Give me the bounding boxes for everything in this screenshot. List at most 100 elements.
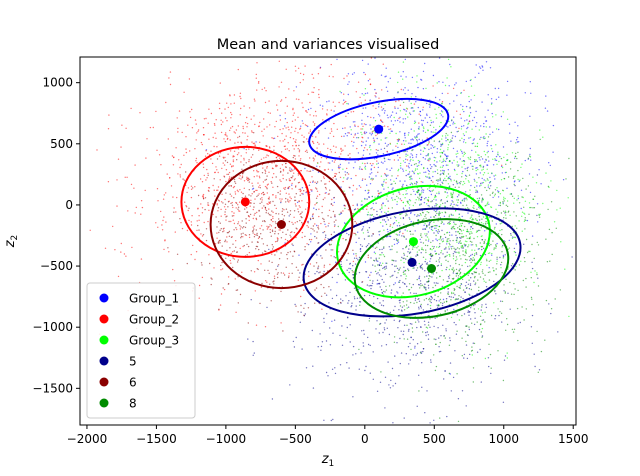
scatter-point — [369, 183, 372, 185]
scatter-point — [381, 207, 383, 210]
scatter-point — [518, 202, 521, 204]
scatter-point — [485, 159, 487, 161]
scatter-point — [483, 240, 485, 243]
scatter-point — [513, 211, 515, 213]
scatter-point — [309, 130, 312, 133]
scatter-point — [287, 198, 289, 201]
scatter-point — [464, 240, 467, 242]
scatter-point — [364, 189, 367, 192]
scatter-point — [458, 194, 460, 196]
scatter-point — [396, 242, 398, 245]
scatter-point — [389, 132, 391, 134]
scatter-point — [385, 175, 388, 177]
scatter-point — [421, 266, 423, 269]
scatter-point — [449, 103, 451, 105]
scatter-point — [485, 220, 487, 223]
scatter-point — [439, 341, 441, 344]
scatter-point — [398, 281, 401, 283]
scatter-point — [216, 189, 218, 191]
scatter-point — [380, 289, 383, 291]
scatter-point — [412, 221, 415, 223]
scatter-point — [378, 231, 380, 233]
scatter-point — [335, 261, 337, 263]
legend-label: 6 — [129, 376, 137, 390]
scatter-point — [185, 151, 188, 154]
scatter-point — [376, 260, 378, 262]
scatter-point — [424, 324, 426, 326]
scatter-point — [407, 134, 410, 136]
scatter-point — [367, 343, 370, 346]
scatter-points-1 — [205, 57, 565, 375]
scatter-point — [108, 114, 110, 116]
scatter-point — [452, 270, 455, 273]
scatter-point — [439, 257, 441, 259]
scatter-point — [367, 336, 369, 339]
scatter-point — [390, 114, 393, 117]
scatter-point — [338, 213, 340, 216]
scatter-point — [432, 286, 434, 289]
scatter-point — [425, 258, 427, 260]
mean-layer — [240, 124, 437, 274]
scatter-point — [421, 263, 423, 265]
scatter-point — [270, 235, 272, 237]
scatter-point — [471, 349, 474, 352]
scatter-point — [464, 197, 466, 199]
scatter-point — [230, 195, 233, 197]
scatter-point — [448, 277, 450, 279]
scatter-point — [230, 127, 232, 129]
scatter-point — [530, 277, 532, 279]
scatter-point — [419, 172, 421, 174]
scatter-point — [222, 202, 224, 204]
scatter-point — [364, 92, 367, 95]
scatter-point — [321, 308, 323, 310]
scatter-point — [394, 282, 396, 284]
scatter-point — [293, 210, 296, 212]
scatter-point — [200, 262, 203, 264]
scatter-point — [473, 271, 475, 273]
scatter-point — [540, 183, 542, 185]
scatter-point — [438, 212, 440, 214]
scatter-point — [515, 254, 517, 256]
scatter-point — [550, 180, 552, 182]
scatter-point — [503, 196, 505, 198]
scatter-point — [380, 275, 382, 277]
scatter-point — [396, 154, 399, 157]
scatter-point — [266, 186, 268, 189]
scatter-point — [385, 344, 388, 346]
scatter-point — [287, 251, 289, 254]
scatter-point — [191, 215, 193, 217]
scatter-point — [500, 267, 502, 269]
scatter-point — [470, 162, 472, 165]
scatter-point — [392, 193, 394, 195]
scatter-point — [265, 156, 267, 158]
scatter-point — [410, 286, 413, 289]
scatter-point — [403, 283, 406, 285]
scatter-point — [272, 137, 275, 140]
scatter-point — [315, 197, 318, 199]
scatter-point — [469, 353, 471, 356]
scatter-point — [369, 217, 371, 219]
scatter-point — [247, 245, 250, 248]
scatter-point — [502, 201, 504, 203]
scatter-point — [450, 248, 453, 250]
scatter-point — [456, 251, 458, 254]
scatter-point — [403, 270, 405, 272]
scatter-point — [529, 81, 531, 83]
scatter-point — [419, 203, 421, 206]
scatter-point — [347, 177, 349, 179]
scatter-point — [531, 342, 533, 344]
scatter-point — [373, 216, 375, 218]
scatter-point — [177, 131, 179, 133]
scatter-point — [318, 130, 320, 132]
scatter-point — [416, 326, 418, 329]
scatter-point — [265, 212, 267, 214]
scatter-point — [310, 241, 312, 243]
scatter-point — [480, 261, 482, 264]
scatter-point — [220, 131, 223, 134]
scatter-point — [330, 63, 332, 66]
scatter-point — [486, 145, 488, 147]
scatter-point — [359, 301, 362, 303]
scatter-point — [410, 139, 412, 141]
scatter-point — [240, 141, 242, 143]
scatter-point — [517, 178, 519, 181]
